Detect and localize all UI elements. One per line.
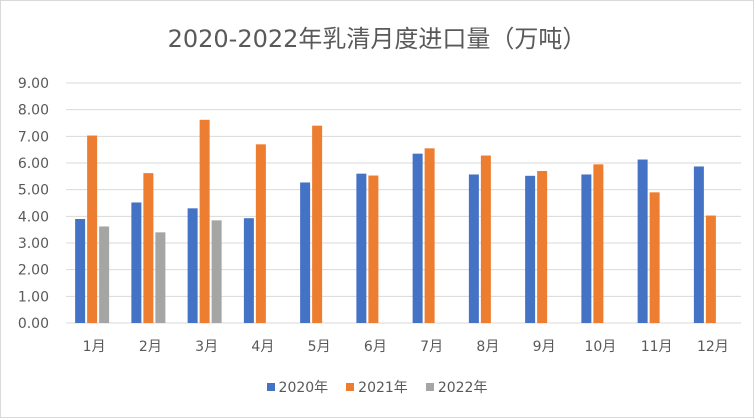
bar-2020年-5月: [300, 182, 311, 323]
x-tick-label: 12月: [697, 339, 729, 355]
y-tick-label: 9.00: [18, 76, 49, 92]
legend-item: 2022年: [425, 377, 488, 397]
bar-2020年-8月: [468, 174, 479, 323]
bar-2021年-4月: [255, 144, 266, 323]
x-tick-label: 9月: [533, 339, 556, 355]
bar-2021年-12月: [705, 215, 716, 323]
bar-2020年-2月: [131, 202, 142, 323]
y-tick-label: 6.00: [18, 156, 49, 172]
legend-item: 2021年: [346, 377, 408, 397]
bar-2021年-10月: [593, 164, 604, 323]
y-tick-label: 1.00: [18, 289, 49, 305]
x-tick-label: 3月: [195, 339, 218, 355]
legend-label: 2022年: [437, 380, 488, 396]
bar-2020年-4月: [243, 218, 254, 323]
bar-2021年-11月: [649, 192, 660, 323]
bar-2021年-5月: [312, 125, 323, 324]
y-tick-label: 4.00: [18, 209, 49, 225]
bar-2021年-8月: [480, 155, 491, 323]
legend-item: 2020年: [266, 377, 329, 397]
x-tick-label: 1月: [83, 339, 106, 355]
y-tick-label: 2.00: [18, 263, 49, 279]
legend-label: 2020年: [278, 380, 329, 396]
y-tick-label: 7.00: [18, 129, 49, 145]
legend: 2020年 2021年 2022年: [1, 377, 753, 397]
bar-2020年-7月: [412, 153, 423, 323]
bar-2021年-7月: [424, 148, 435, 323]
x-tick-label: 10月: [584, 339, 616, 355]
x-tick-label: 6月: [364, 339, 387, 355]
bar-2020年-10月: [581, 174, 592, 323]
legend-swatch: [266, 383, 275, 391]
bar-2022年-3月: [211, 220, 222, 323]
bar-2021年-9月: [537, 171, 548, 323]
x-tick-label: 11月: [641, 339, 673, 355]
bar-2021年-6月: [368, 175, 379, 323]
y-tick-label: 8.00: [18, 103, 49, 119]
y-tick-label: 5.00: [18, 183, 49, 199]
chart-title: 2020-2022年乳清月度进口量（万吨）: [167, 25, 587, 53]
y-tick-label: 0.00: [18, 316, 49, 332]
x-tick-label: 5月: [308, 339, 331, 355]
x-tick-label: 7月: [420, 339, 443, 355]
bar-2022年-1月: [99, 226, 110, 323]
y-tick-label: 3.00: [18, 236, 49, 252]
bar-2020年-12月: [693, 166, 704, 323]
bar-2020年-1月: [75, 219, 86, 323]
legend-swatch: [346, 383, 355, 391]
x-tick-label: 4月: [251, 339, 274, 355]
bar-2020年-3月: [187, 208, 198, 323]
legend-label: 2021年: [358, 380, 408, 396]
bar-2020年-11月: [637, 159, 648, 323]
bar-2021年-1月: [87, 135, 98, 323]
legend-swatch: [425, 383, 434, 391]
x-tick-label: 2月: [139, 339, 162, 355]
x-tick-label: 8月: [476, 339, 499, 355]
bar-2021年-2月: [143, 173, 154, 323]
bar-2021年-3月: [199, 119, 210, 323]
bar-2020年-6月: [356, 173, 367, 323]
bar-2022年-2月: [155, 232, 166, 323]
bar-2020年-9月: [525, 175, 536, 323]
